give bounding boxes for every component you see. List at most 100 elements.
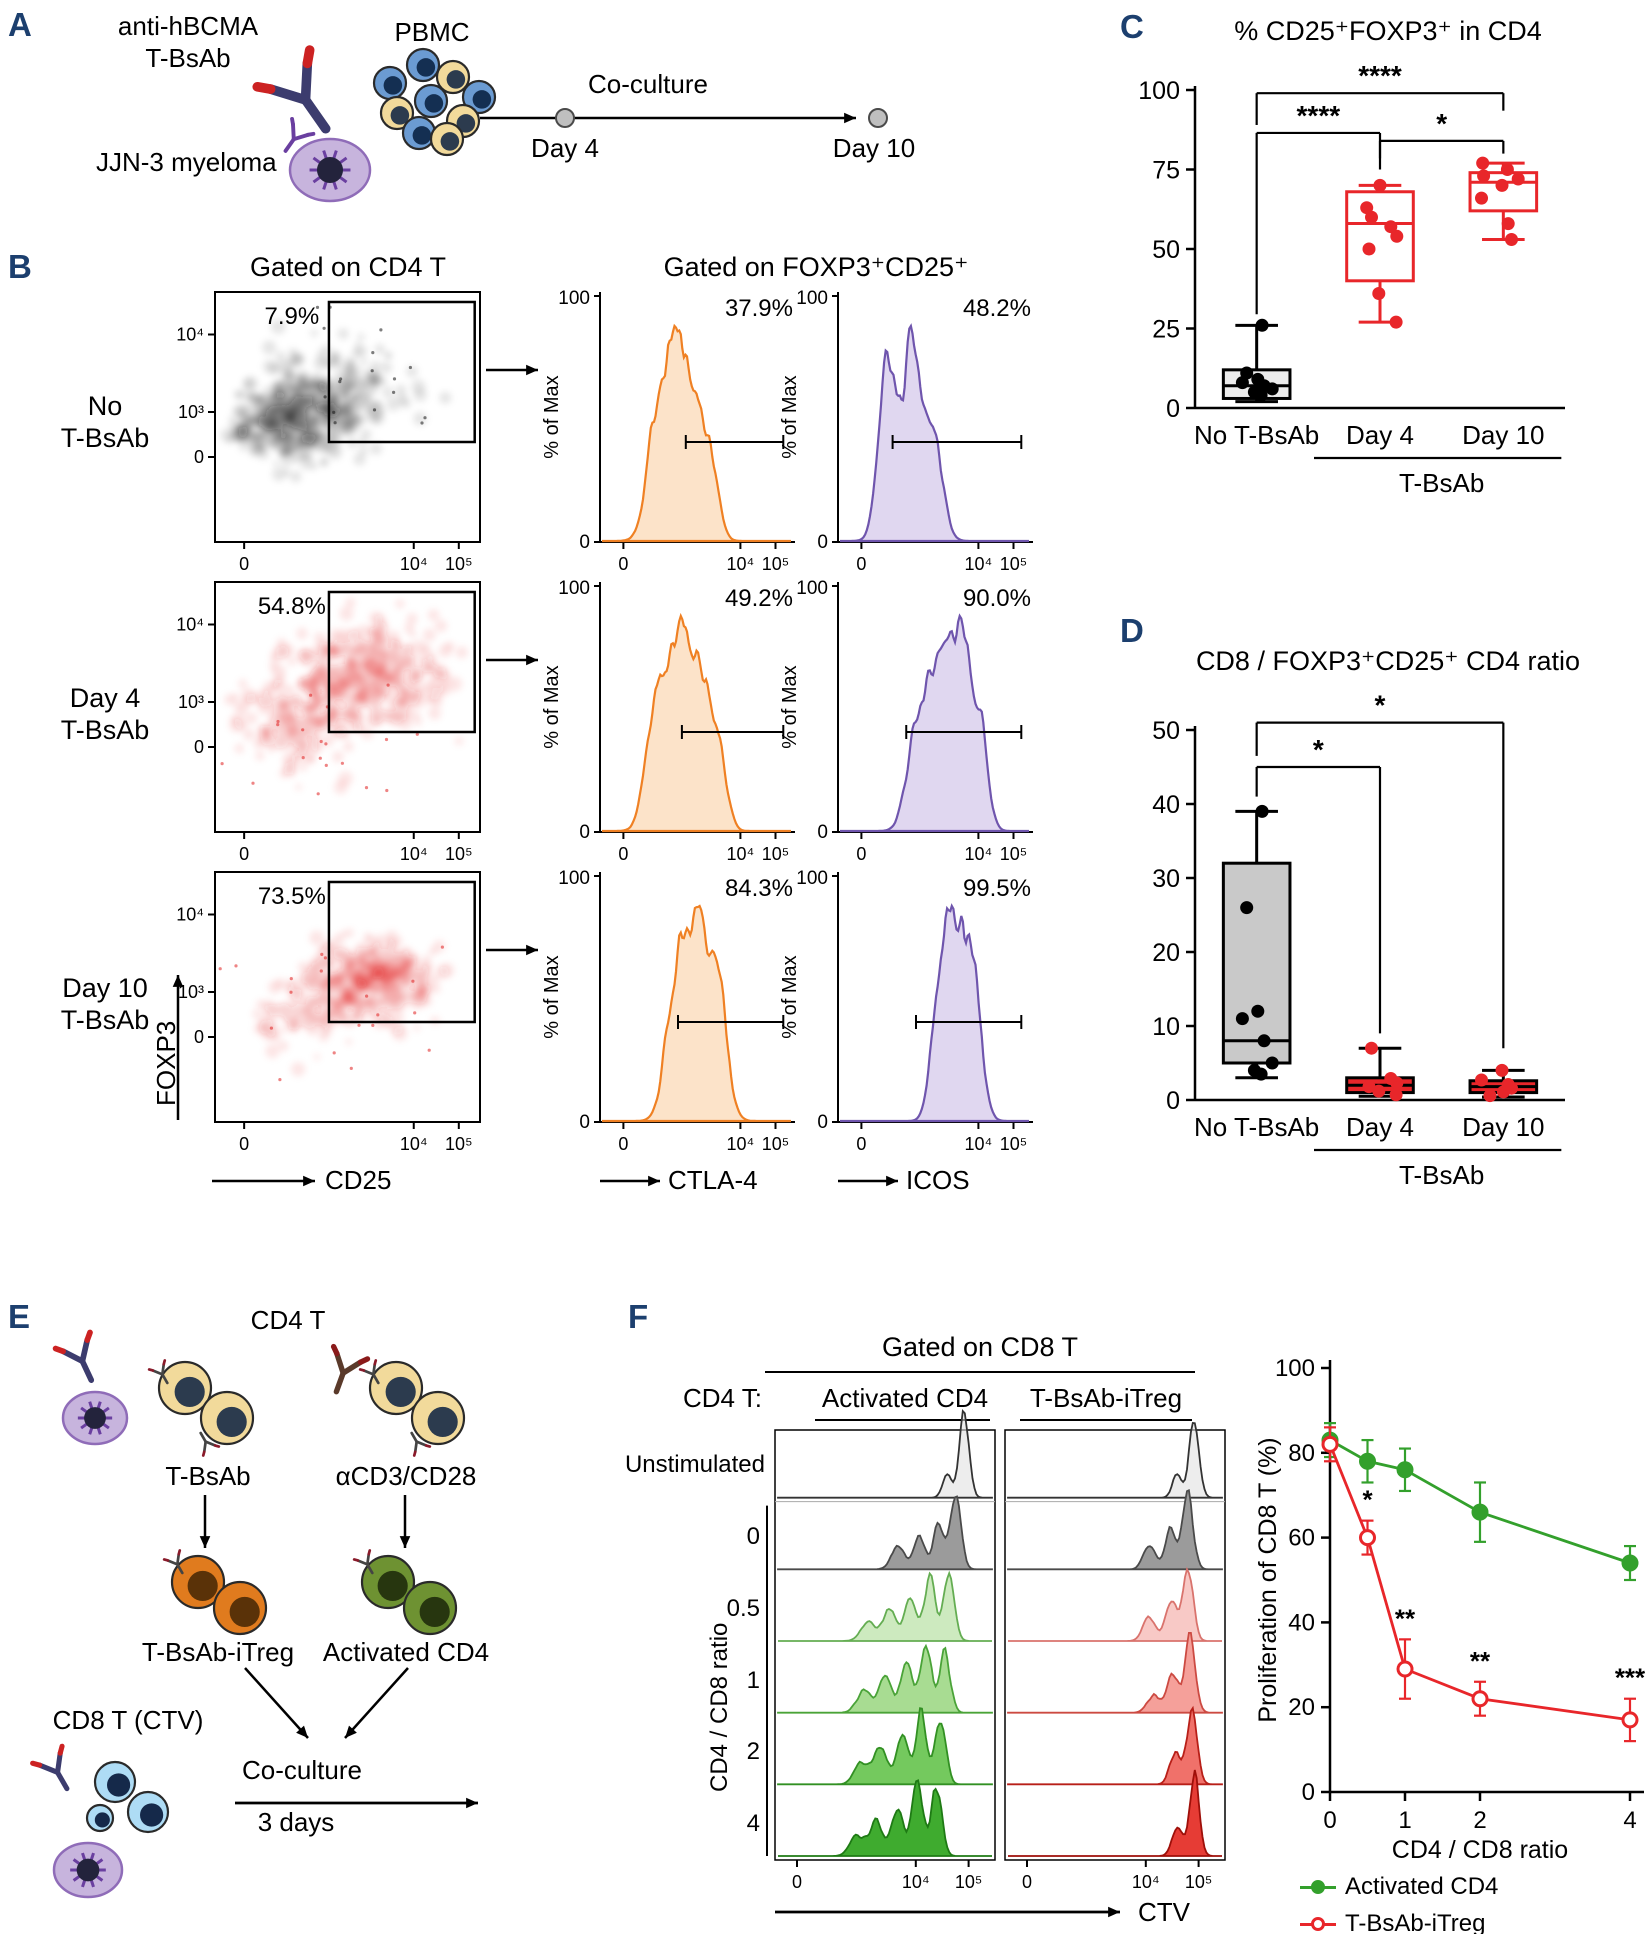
ridge-histogram bbox=[1008, 1769, 1222, 1857]
antibody-icon bbox=[199, 1431, 221, 1457]
panel-e-label: E bbox=[8, 1298, 31, 1335]
data-point bbox=[1495, 1063, 1509, 1077]
arrow-head bbox=[1108, 1906, 1120, 1918]
histogram-curve bbox=[602, 323, 791, 543]
chart-text: 10³ bbox=[178, 692, 204, 712]
data-point bbox=[1476, 156, 1490, 170]
histogram-curve bbox=[840, 903, 1029, 1123]
chart-text: 0 bbox=[194, 1027, 204, 1047]
panel-e: E CD4 T T-BsAb αCD3/CD28 T-BsAb-iTreg Ac… bbox=[0, 1290, 560, 1934]
chart-text: 2 bbox=[1473, 1807, 1486, 1834]
significance-label: * bbox=[1362, 1485, 1373, 1515]
acd3cd28-label: αCD3/CD28 bbox=[335, 1461, 477, 1491]
antibody-name-line1: anti-hBCMA bbox=[117, 11, 259, 41]
three-days-label: 3 days bbox=[257, 1807, 335, 1837]
legend-label: Activated CD4 bbox=[1345, 1873, 1499, 1900]
myeloma-label: JJN-3 myeloma bbox=[96, 147, 277, 177]
density-cloud bbox=[252, 928, 455, 1077]
panel-a: A anti-hBCMA T-BsAb PBMC JJN-3 myeloma C… bbox=[0, 0, 1100, 240]
row-label-no-tbsab: No T-BsAb bbox=[61, 390, 150, 454]
data-point bbox=[1251, 1004, 1265, 1018]
legend-item-activated-cd4: Activated CD4 bbox=[1300, 1873, 1498, 1901]
chart-text: 0 bbox=[1166, 395, 1180, 423]
density-cloud bbox=[224, 597, 468, 795]
chart-text: 0 bbox=[239, 554, 249, 574]
chart-text: 0 bbox=[817, 822, 828, 843]
data-point bbox=[1475, 1073, 1488, 1087]
cd4-cell-icon bbox=[410, 1390, 466, 1446]
chart-text: 0 bbox=[239, 1134, 249, 1154]
column-tbsab-itreg: T-BsAb-iTreg bbox=[1029, 1383, 1183, 1413]
arrow-head bbox=[466, 1797, 478, 1809]
chart-text: 50 bbox=[1152, 236, 1180, 264]
ridge-histogram bbox=[778, 1570, 992, 1642]
itreg-cell-icon bbox=[170, 1554, 226, 1610]
myeloma-cell-icon bbox=[52, 1841, 124, 1899]
ratio-1: 1 bbox=[746, 1667, 760, 1694]
cd8t-ctv-label: CD8 T (CTV) bbox=[52, 1705, 204, 1735]
itreg-cell-icon bbox=[212, 1580, 268, 1636]
pbmc-cell-icon bbox=[429, 121, 465, 157]
arrow-head bbox=[399, 1536, 411, 1548]
significance-label: * bbox=[1313, 734, 1324, 765]
data-point bbox=[1372, 287, 1386, 300]
arrow-head bbox=[345, 1725, 357, 1738]
cd4-cell-icon bbox=[368, 1360, 424, 1416]
data-point bbox=[1389, 1088, 1403, 1102]
ridge-histogram bbox=[777, 1643, 993, 1714]
timeline-day10-dot bbox=[868, 108, 888, 128]
panel-e-canvas bbox=[30, 1329, 478, 1899]
data-point bbox=[1501, 217, 1515, 231]
ridge-histogram bbox=[777, 1409, 993, 1499]
data-point bbox=[1475, 191, 1488, 205]
data-point bbox=[1235, 1012, 1249, 1026]
chart-text: 0 bbox=[856, 844, 866, 864]
marker bbox=[1396, 1660, 1414, 1678]
arrow-head bbox=[172, 975, 184, 987]
chart-text: 0 bbox=[618, 844, 628, 864]
antibody-icon bbox=[352, 1549, 374, 1575]
chart-text: 40 bbox=[1152, 791, 1180, 819]
chart-text: 10⁵ bbox=[1185, 1872, 1212, 1892]
row-label-day4: Day 4 T-BsAb bbox=[61, 682, 150, 746]
marker bbox=[1359, 1529, 1376, 1547]
chart-text: 100 bbox=[796, 868, 828, 889]
y-axis-label: Proliferation of CD8 T (%) bbox=[1254, 1437, 1282, 1722]
histogram-curve bbox=[840, 613, 1029, 833]
histogram-curve bbox=[840, 323, 1029, 543]
data-point bbox=[1240, 901, 1254, 915]
antibody-icon bbox=[358, 1359, 380, 1385]
ratio-4: 4 bbox=[746, 1810, 760, 1837]
marker bbox=[1471, 1690, 1489, 1708]
row-label-line: Day 10 bbox=[62, 973, 148, 1003]
pct-of-max-label: % of Max bbox=[779, 665, 801, 748]
cd4-cell-icon bbox=[199, 1390, 255, 1446]
pbmc-cell-icon bbox=[379, 95, 415, 131]
marker bbox=[1321, 1435, 1339, 1453]
chart-text: 10⁵ bbox=[762, 844, 789, 864]
chart-text: 60 bbox=[1288, 1525, 1315, 1552]
panel-b: 10⁴ 10³ 0 0 10⁴ 10⁵ 7.9% 100 0 % of Max 0 10⁴ 10⁵ 37.… bbox=[0, 240, 1100, 1290]
ctv-axis-label: CTV bbox=[1138, 1897, 1190, 1927]
significance-label: * bbox=[1436, 108, 1447, 139]
chart-text: 10⁴ bbox=[1132, 1872, 1160, 1892]
ridge-histogram bbox=[1007, 1422, 1223, 1499]
panel-a-canvas bbox=[252, 45, 888, 203]
gate-rect bbox=[327, 300, 476, 444]
histogram-percentage: 48.2% bbox=[963, 295, 1031, 322]
histogram-percentage: 37.9% bbox=[725, 295, 793, 322]
arrow-head bbox=[199, 1536, 211, 1548]
data-point bbox=[1500, 163, 1514, 176]
group-label: T-BsAb bbox=[1399, 1160, 1484, 1190]
myeloma-cell-icon bbox=[61, 1390, 129, 1446]
ridge-histogram bbox=[777, 1495, 993, 1571]
arrow-head bbox=[303, 1175, 315, 1187]
coculture-label: Co-culture bbox=[588, 69, 708, 99]
row-label-line: T-BsAb bbox=[60, 1005, 150, 1035]
chart-text: 1 bbox=[1398, 1807, 1411, 1834]
pct-of-max-label: % of Max bbox=[779, 955, 801, 1038]
antibody-icon bbox=[147, 1359, 169, 1385]
myeloma-cell-icon bbox=[288, 137, 372, 203]
